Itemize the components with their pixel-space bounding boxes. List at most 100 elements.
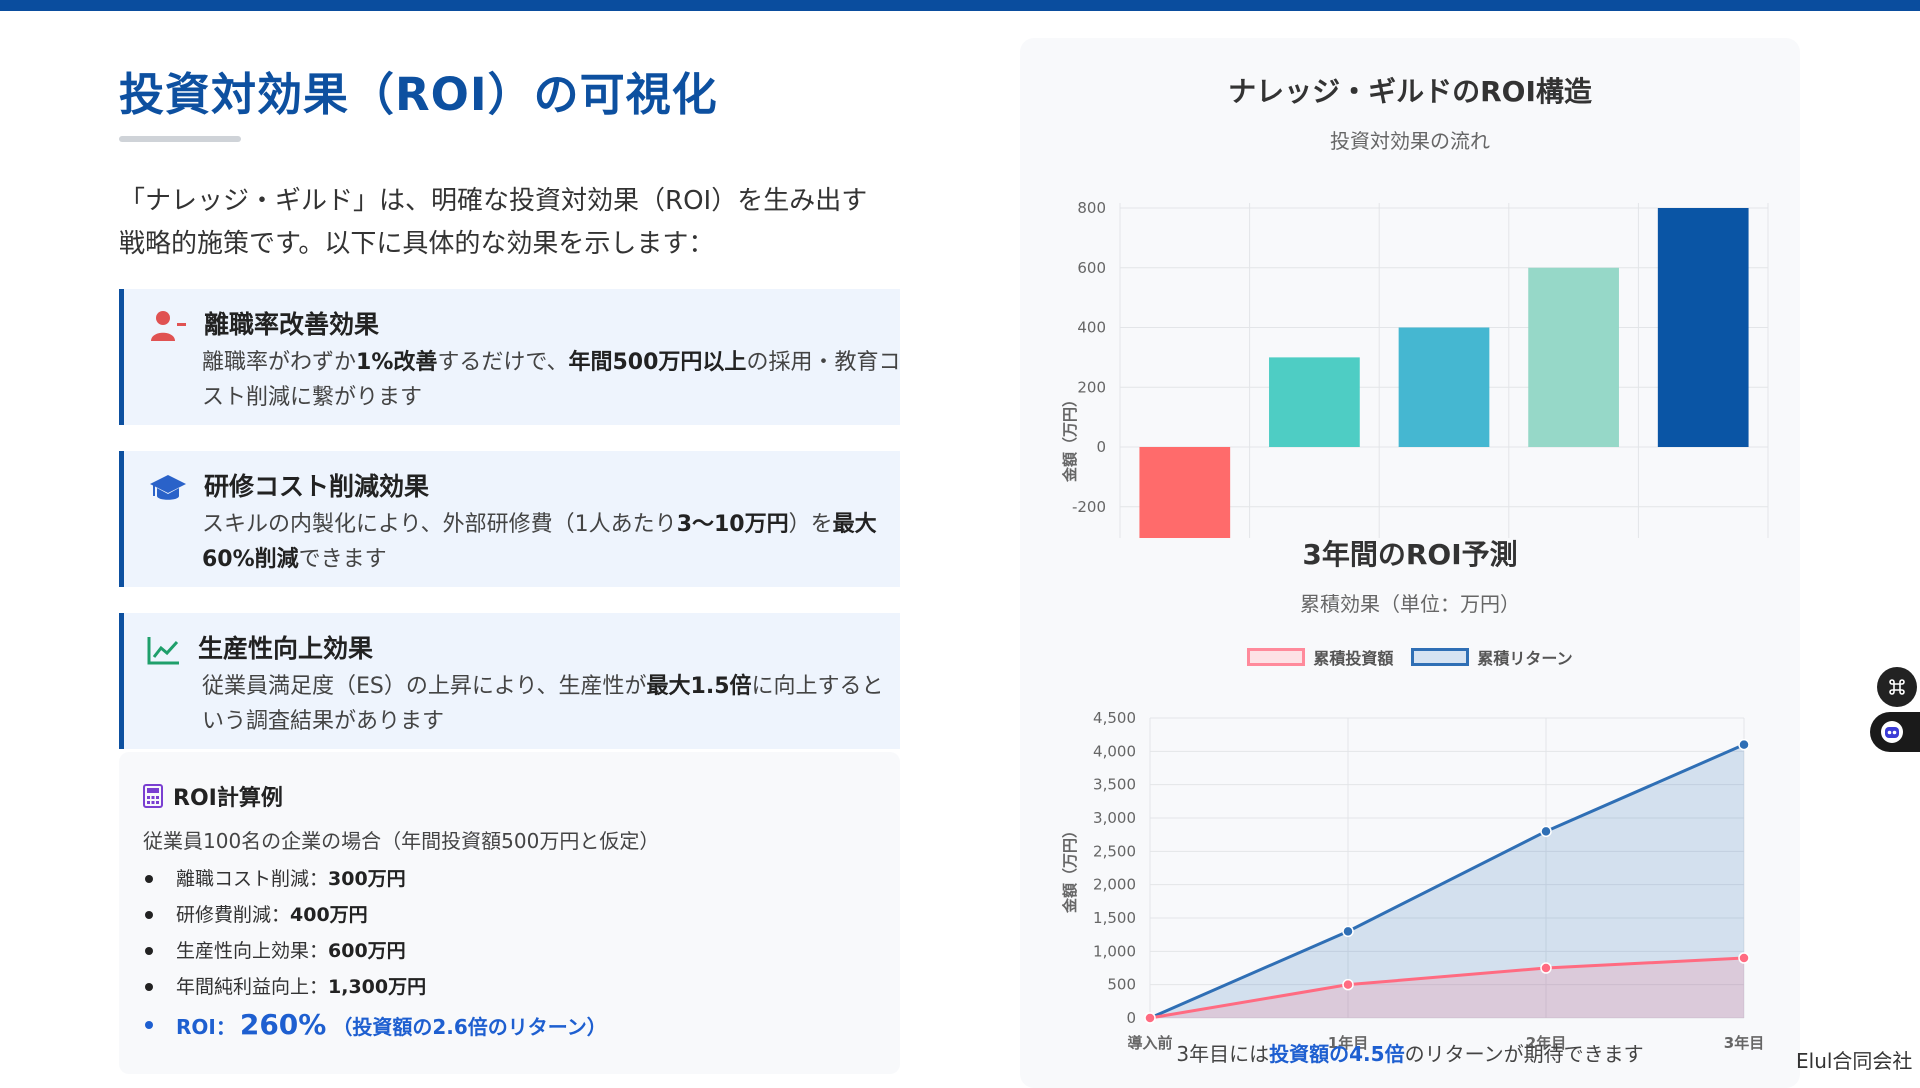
card-training: 研修コスト削減効果 スキルの内製化により、外部研修費（1人あたり3〜10万円）を… bbox=[119, 451, 900, 587]
list-item: 生産性向上効果： 600万円 bbox=[143, 933, 426, 969]
y-axis-label: 金額（万円） bbox=[1061, 823, 1079, 914]
bar bbox=[1528, 267, 1619, 447]
data-point bbox=[1342, 925, 1354, 938]
line-chart-title: 3年間のROI予測 bbox=[1302, 538, 1518, 571]
roi-result-value: 260% bbox=[239, 1008, 327, 1041]
list-item: 年間純利益向上： 1,300万円 bbox=[143, 969, 426, 1005]
legend-swatch bbox=[1411, 648, 1470, 666]
x-tick-label: 3年目 bbox=[1724, 1034, 1764, 1052]
y-tick-label: 3,500 bbox=[1093, 776, 1136, 794]
card-body: 従業員満足度（ES）の上昇により、生産性が最大1.5倍に向上するという調査結果が… bbox=[202, 669, 902, 739]
card-title: 生産性向上効果 bbox=[198, 634, 374, 663]
top-accent-bar bbox=[0, 0, 1920, 11]
intro-line-1: 「ナレッジ・ギルド」は、明確な投資対効果（ROI）を生み出す bbox=[119, 186, 868, 216]
y-tick-label: 400 bbox=[1077, 319, 1106, 337]
user-minus-icon bbox=[151, 311, 186, 341]
series-line bbox=[1149, 743, 1745, 1020]
footnote-post: のリターンが期待できます bbox=[1404, 1042, 1644, 1066]
y-tick-label: 600 bbox=[1077, 259, 1106, 277]
line-chart-icon bbox=[147, 637, 179, 665]
card-title: 離職率改善効果 bbox=[204, 310, 380, 339]
item-value: 600万円 bbox=[328, 940, 406, 962]
bar bbox=[1139, 447, 1231, 538]
y-axis-label: 金額（万円） bbox=[1061, 392, 1079, 483]
command-button[interactable] bbox=[1877, 667, 1917, 707]
y-tick-label: 4,000 bbox=[1093, 742, 1136, 760]
card-body-text: 従業員満足度（ES）の上昇により、生産性が bbox=[202, 674, 647, 699]
legend-item-return[interactable]: 累積リターン bbox=[1411, 645, 1573, 669]
intro-line-2: 戦略的施策です。以下に具体的な効果を示します： bbox=[119, 229, 715, 259]
y-tick-label: 4,500 bbox=[1093, 709, 1136, 727]
roi-example-heading: ROI計算例 bbox=[143, 780, 283, 812]
charts-panel: ナレッジ・ギルドのROI構造 投資対効果の流れ 800 600 400 200 0 -20… bbox=[1020, 38, 1800, 1088]
y-tick-label: -200 bbox=[1072, 498, 1106, 516]
y-tick-label: 500 bbox=[1107, 976, 1136, 994]
roi-example-list: 離職コスト削減： 300万円 研修費削減： 400万円 生産性向上効果： 600万円 … bbox=[143, 861, 426, 1005]
roi-example-subtitle: 従業員100名の企業の場合（年間投資額500万円と仮定） bbox=[143, 829, 660, 853]
line-chart: 4,500 4,000 3,500 3,000 2,500 2,000 1,500 1,000… bbox=[1061, 709, 1764, 1052]
assistant-button[interactable] bbox=[1870, 712, 1920, 752]
card-body: スキルの内製化により、外部研修費（1人あたり3〜10万円）を最大60%削減できま… bbox=[202, 507, 902, 577]
item-label: 年間純利益向上： bbox=[176, 976, 329, 998]
series-area bbox=[1150, 958, 1744, 1018]
data-point bbox=[1342, 978, 1354, 991]
footnote-pre: 3年目には bbox=[1176, 1042, 1270, 1066]
calculator-icon bbox=[143, 784, 163, 808]
line-chart-subtitle: 累積効果（単位：万円） bbox=[1300, 592, 1520, 616]
y-tick-label: 0 bbox=[1096, 438, 1106, 456]
card-body-highlight: 年間500万円以上 bbox=[568, 350, 747, 375]
roi-example-box: ROI計算例 従業員100名の企業の場合（年間投資額500万円と仮定） 離職コス… bbox=[119, 752, 900, 1074]
card-body-text: ）を bbox=[788, 512, 833, 537]
y-tick-label: 200 bbox=[1077, 378, 1106, 396]
item-value: 400万円 bbox=[290, 904, 368, 926]
item-value: 300万円 bbox=[328, 868, 406, 890]
card-body-text: の採用・教育コスト削減に繋がります bbox=[202, 350, 901, 410]
bar bbox=[1269, 357, 1360, 447]
item-label: 研修費削減： bbox=[176, 904, 291, 926]
roi-example-heading-text: ROI計算例 bbox=[173, 786, 283, 811]
y-tick-label: 800 bbox=[1077, 199, 1106, 217]
card-body-text: 離職率がわずか bbox=[202, 350, 357, 375]
legend-label: 累積リターン bbox=[1477, 649, 1573, 668]
card-body: 離職率がわずか1%改善するだけで、年間500万円以上の採用・教育コスト削減に繋が… bbox=[202, 345, 902, 415]
line-chart-legend: 累積投資額 累積リターン bbox=[1020, 645, 1800, 669]
legend-item-investment[interactable]: 累積投資額 bbox=[1247, 645, 1393, 669]
bar-chart-subtitle: 投資対効果の流れ bbox=[1330, 129, 1490, 153]
bar-chart: 800 600 400 200 0 -200 金額（万円） bbox=[1061, 199, 1769, 538]
bullet-icon bbox=[145, 911, 153, 919]
title-underline bbox=[119, 136, 241, 142]
item-label: 生産性向上効果： bbox=[176, 940, 329, 962]
card-productivity: 生産性向上効果 従業員満足度（ES）の上昇により、生産性が最大1.5倍に向上する… bbox=[119, 613, 900, 749]
page-title: 投資対効果（ROI）の可視化 bbox=[119, 68, 718, 121]
x-tick-label: 導入前 bbox=[1127, 1034, 1172, 1052]
footnote-highlight: 投資額の4.5倍 bbox=[1269, 1042, 1405, 1066]
item-value: 1,300万円 bbox=[328, 976, 427, 998]
card-body-highlight: 最大60%削減 bbox=[202, 512, 877, 572]
bar bbox=[1657, 208, 1749, 447]
roi-result-label: ROI： bbox=[176, 1015, 236, 1039]
bar-chart-title: ナレッジ・ギルドのROI構造 bbox=[1228, 75, 1592, 108]
card-body-highlight: 3〜10万円 bbox=[676, 512, 789, 537]
x-tick-label: 2年目 bbox=[1526, 1034, 1566, 1052]
bullet-icon bbox=[145, 1020, 153, 1029]
y-tick-label: 1,500 bbox=[1093, 909, 1136, 927]
data-point bbox=[1144, 1012, 1156, 1024]
card-body-text: スキルの内製化により、外部研修費（1人あたり bbox=[202, 512, 677, 537]
data-point bbox=[1540, 962, 1552, 974]
legend-label: 累積投資額 bbox=[1313, 649, 1394, 668]
card-turnover: 離職率改善効果 離職率がわずか1%改善するだけで、年間500万円以上の採用・教育… bbox=[119, 289, 900, 425]
card-body-highlight: 1%改善 bbox=[356, 350, 438, 375]
intro-text: 「ナレッジ・ギルド」は、明確な投資対効果（ROI）を生み出す 戦略的施策です。以… bbox=[119, 180, 909, 266]
card-body-highlight: 最大1.5倍 bbox=[646, 674, 752, 699]
y-tick-label: 2,500 bbox=[1093, 842, 1136, 860]
roi-result: ROI： 260% （投資額の2.6倍のリターン） bbox=[143, 1008, 607, 1041]
y-tick-label: 1,000 bbox=[1093, 942, 1136, 960]
data-point bbox=[1738, 952, 1750, 964]
list-item: 研修費削減： 400万円 bbox=[143, 897, 426, 933]
data-point bbox=[1738, 738, 1750, 751]
bullet-icon bbox=[145, 947, 153, 955]
y-tick-label: 0 bbox=[1126, 1009, 1136, 1027]
x-tick-label: 1年目 bbox=[1328, 1034, 1368, 1052]
card-title: 研修コスト削減効果 bbox=[204, 472, 430, 501]
assistant-bot-icon bbox=[1881, 721, 1903, 743]
